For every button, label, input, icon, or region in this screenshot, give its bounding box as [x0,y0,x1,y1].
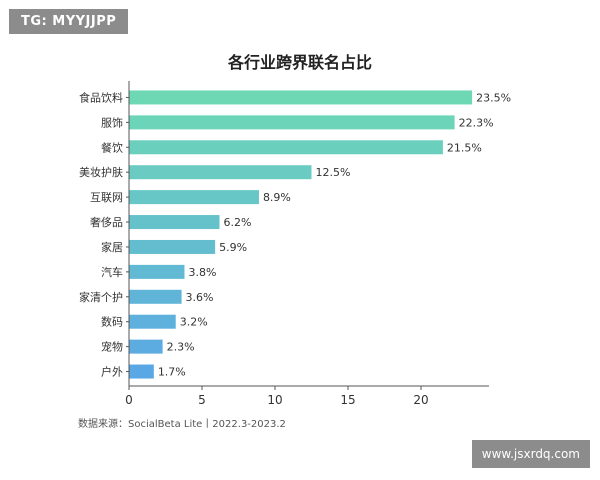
axes-layer: 食品饮料 23.5% 服饰 22.3% 餐饮 21.5% 美妆护肤 12.5% 互联网 8.9% 奢… [79,81,511,407]
category-label: 互联网 [90,191,123,204]
category-label: 数码 [101,316,123,329]
bar [129,264,185,279]
bar [129,314,176,329]
bar [129,190,259,205]
bar [129,165,312,180]
chart-title: 各行业跨界联名占比 [227,53,372,72]
value-label: 1.7% [158,366,186,379]
x-tick-label: 10 [267,393,282,407]
category-label: 家清个护 [79,290,123,304]
value-label: 23.5% [476,91,511,104]
x-tick-label: 5 [198,393,206,407]
value-label: 5.9% [219,241,247,254]
bar [129,215,220,230]
category-label: 服饰 [101,115,123,129]
value-label: 3.2% [180,316,208,329]
x-tick-label: 15 [340,393,355,407]
category-label: 餐饮 [101,140,123,154]
value-label: 3.8% [188,266,216,279]
bar [129,289,182,304]
x-tick-label: 20 [413,393,428,407]
value-label: 8.9% [263,191,291,204]
bar [129,140,443,155]
value-label: 2.3% [167,341,195,354]
value-label: 3.6% [186,291,214,304]
value-label: 21.5% [447,141,482,154]
bar [129,339,163,354]
category-label: 汽车 [101,265,123,279]
bars-layer [129,90,473,379]
category-label: 奢侈品 [90,215,123,229]
bar [129,90,473,105]
value-label: 22.3% [459,116,494,129]
category-label: 家居 [101,240,123,254]
value-label: 12.5% [316,166,351,179]
category-label: 户外 [101,365,123,379]
value-label: 6.2% [224,216,252,229]
source-note: 数据来源：SocialBeta Lite丨2022.3-2023.2 [78,417,286,430]
watermark-bottom: www.jsxrdq.com [471,440,590,468]
category-label: 美妆护肤 [79,165,123,179]
bar [129,239,216,254]
watermark-top: TG: MYYJJPP [9,9,129,34]
x-tick-label: 0 [125,393,133,407]
bar [129,115,455,130]
category-label: 食品饮料 [79,90,123,104]
category-label: 宠物 [101,340,123,354]
bar [129,364,154,379]
